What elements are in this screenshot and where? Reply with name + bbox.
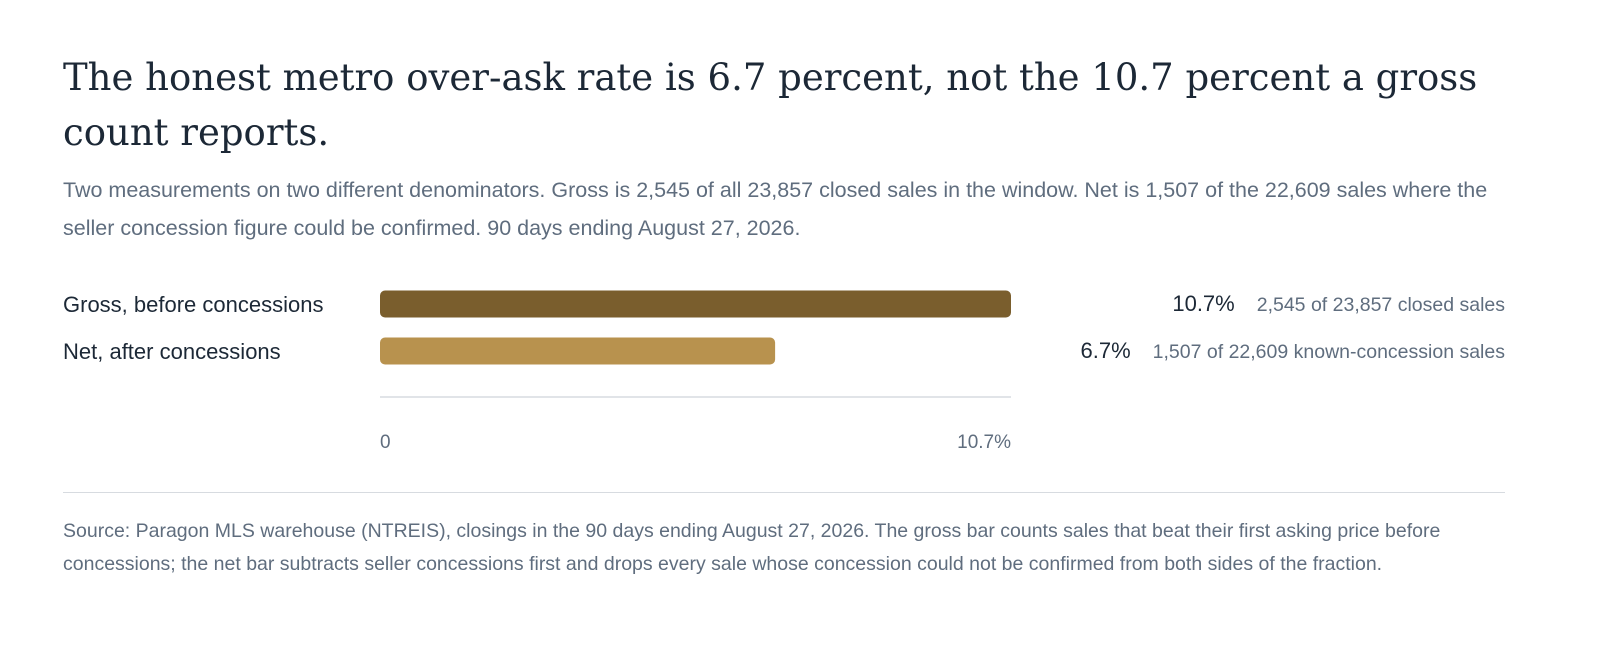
bar (380, 337, 776, 365)
bar-value-label: 10.7% (1172, 291, 1234, 316)
bar (380, 290, 1011, 318)
bar-detail-label: 1,507 of 22,609 known-concession sales (1153, 341, 1506, 363)
chart-title: The honest metro over-ask rate is 6.7 pe… (63, 56, 1478, 154)
source-note: Source: Paragon MLS warehouse (NTREIS), … (63, 520, 1441, 575)
bar-chart: Gross, before concessions 2,545 of 23,857… (63, 290, 1506, 453)
bar-value-label: 6.7% (1081, 338, 1131, 363)
bar-detail-label: 2,545 of 23,857 closed sales (1257, 294, 1506, 316)
chart-subtitle: Two measurements on two different denomi… (63, 178, 1488, 240)
category-label: Net, after concessions (63, 339, 281, 364)
category-label: Gross, before concessions (63, 292, 323, 317)
bars-layer: Gross, before concessions 2,545 of 23,857… (63, 290, 1506, 365)
footer-divider (63, 492, 1505, 493)
tick-label-max: 10.7% (957, 432, 1011, 453)
tick-label-min: 0 (380, 432, 391, 453)
